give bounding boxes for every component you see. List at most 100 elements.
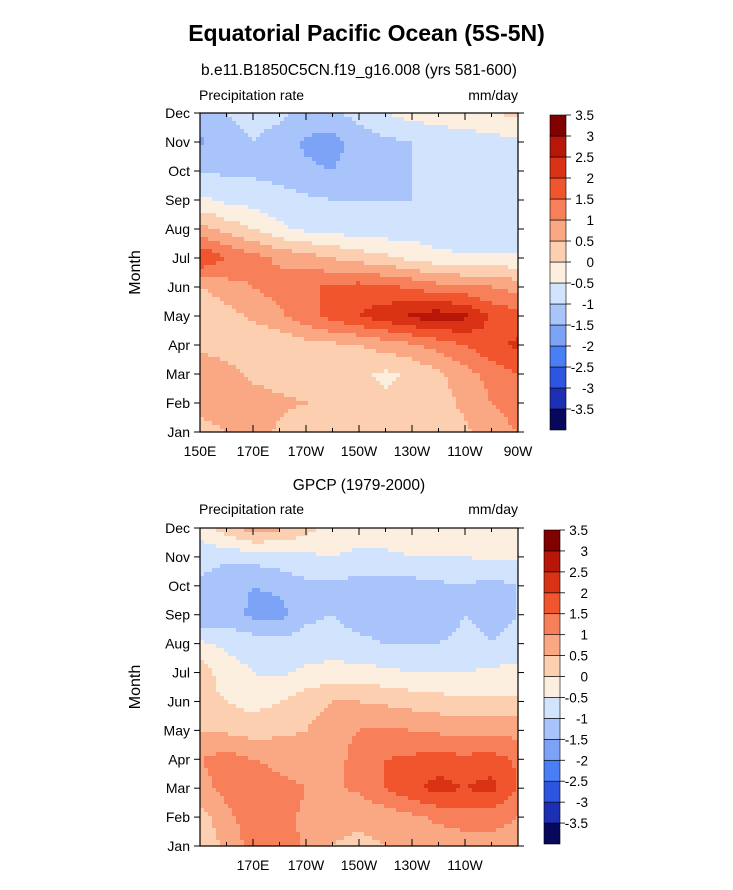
contour-cell — [312, 113, 317, 118]
contour-cell — [220, 201, 225, 206]
contour-cell — [364, 341, 369, 346]
contour-cell — [504, 125, 509, 130]
contour-cell — [300, 229, 305, 234]
contour-cell — [408, 289, 413, 294]
contour-cell — [248, 153, 253, 158]
contour-cell — [340, 289, 345, 294]
contour-cell — [492, 289, 497, 294]
contour-cell — [324, 145, 329, 150]
contour-cell — [236, 301, 241, 306]
contour-cell — [216, 221, 221, 226]
contour-cell — [380, 189, 385, 194]
contour-cell — [508, 229, 513, 234]
contour-cell — [276, 285, 281, 290]
contour-cell — [344, 173, 349, 178]
contour-cell — [280, 129, 285, 134]
contour-cell — [232, 201, 237, 206]
contour-cell — [300, 161, 305, 166]
contour-cell — [260, 269, 265, 274]
contour-cell — [252, 125, 257, 130]
contour-cell — [208, 177, 213, 182]
contour-cell — [472, 333, 477, 338]
contour-cell — [352, 281, 357, 286]
contour-cell — [512, 141, 517, 146]
contour-cell — [252, 157, 257, 162]
contour-cell — [328, 273, 333, 278]
contour-cell — [512, 153, 517, 158]
contour-cell — [404, 353, 409, 358]
contour-cell — [388, 313, 393, 318]
contour-cell — [228, 201, 233, 206]
contour-cell — [404, 265, 409, 270]
contour-cell — [368, 189, 373, 194]
contour-cell — [412, 265, 417, 270]
contour-cell — [408, 209, 413, 214]
contour-cell — [280, 181, 285, 186]
contour-cell — [256, 201, 261, 206]
contour-cell — [416, 193, 421, 198]
contour-cell — [380, 165, 385, 170]
contour-cell — [328, 149, 333, 154]
contour-cell — [252, 269, 257, 274]
contour-cell — [364, 337, 369, 342]
contour-cell — [504, 221, 509, 226]
contour-cell — [468, 125, 473, 130]
contour-cell — [284, 345, 289, 350]
contour-cell — [496, 293, 501, 298]
contour-cell — [392, 117, 397, 122]
contour-cell — [300, 261, 305, 266]
contour-cell — [348, 325, 353, 330]
contour-cell — [316, 237, 321, 242]
contour-cell — [300, 233, 305, 238]
contour-cell — [300, 201, 305, 206]
contour-cell — [480, 157, 485, 162]
contour-cell — [504, 277, 509, 282]
contour-cell — [384, 133, 389, 138]
contour-cell — [388, 325, 393, 330]
contour-cell — [496, 337, 501, 342]
contour-cell — [396, 333, 401, 338]
contour-cell — [304, 169, 309, 174]
contour-cell — [400, 293, 405, 298]
contour-cell — [376, 305, 381, 310]
contour-cell — [456, 281, 461, 286]
contour-cell — [464, 317, 469, 322]
contour-cell — [244, 173, 249, 178]
contour-cell — [512, 217, 517, 222]
contour-cell — [240, 237, 245, 242]
contour-cell — [448, 145, 453, 150]
contour-cell — [356, 225, 361, 230]
contour-cell — [204, 237, 209, 242]
contour-cell — [208, 181, 213, 186]
contour-cell — [416, 281, 421, 286]
contour-cell — [280, 121, 285, 126]
contour-cell — [452, 233, 457, 238]
contour-cell — [392, 289, 397, 294]
contour-cell — [264, 217, 269, 222]
contour-cell — [472, 189, 477, 194]
contour-cell — [452, 261, 457, 266]
contour-cell — [300, 341, 305, 346]
contour-cell — [204, 149, 209, 154]
contour-cell — [376, 189, 381, 194]
contour-cell — [328, 261, 333, 266]
contour-cell — [488, 161, 493, 166]
contour-cell — [348, 141, 353, 146]
contour-cell — [216, 237, 221, 242]
contour-cell — [464, 153, 469, 158]
contour-cell — [484, 261, 489, 266]
contour-cell — [368, 157, 373, 162]
contour-cell — [448, 317, 453, 322]
contour-cell — [212, 181, 217, 186]
contour-cell — [300, 345, 305, 350]
contour-cell — [372, 297, 377, 302]
contour-cell — [408, 201, 413, 206]
contour-cell — [208, 205, 213, 210]
contour-cell — [492, 193, 497, 198]
contour-cell — [220, 129, 225, 134]
contour-cell — [284, 129, 289, 134]
contour-cell — [328, 357, 333, 362]
contour-cell — [288, 297, 293, 302]
contour-cell — [208, 217, 213, 222]
contour-cell — [420, 213, 425, 218]
